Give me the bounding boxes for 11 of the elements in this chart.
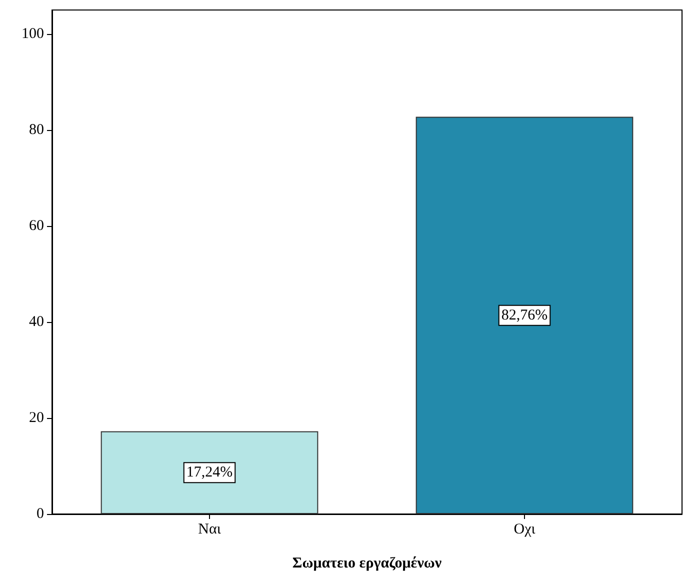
y-tick-label: 0 xyxy=(36,506,44,522)
y-tick-label: 60 xyxy=(29,218,44,234)
y-tick-label: 80 xyxy=(29,122,44,138)
x-tick-label: Οχι xyxy=(514,522,536,538)
y-tick-label: 100 xyxy=(22,26,44,42)
data-label: 17,24% xyxy=(186,464,233,481)
x-tick-label: Ναι xyxy=(198,522,221,538)
data-label: 82,76% xyxy=(501,307,548,324)
y-tick-label: 20 xyxy=(29,410,44,426)
y-tick-label: 40 xyxy=(29,314,44,330)
x-axis-title: Σωματειο εργαζομένων xyxy=(292,556,442,572)
